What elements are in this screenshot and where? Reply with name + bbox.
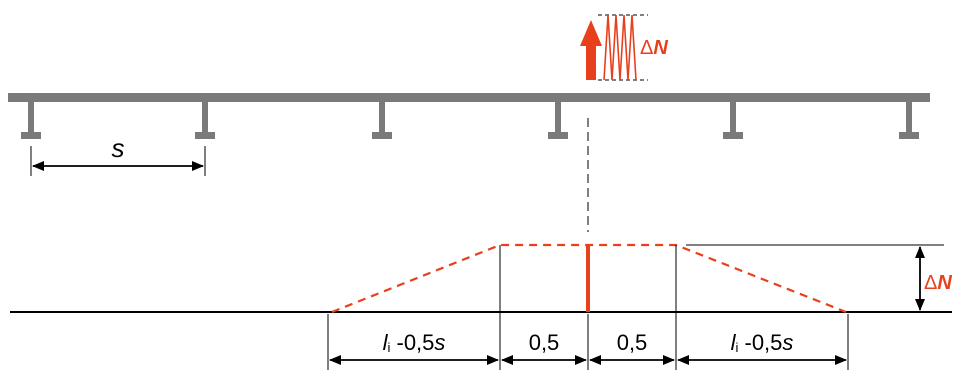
dim-label-mid-right: 0,5 — [617, 330, 648, 355]
support-5 — [723, 102, 743, 139]
oscillation-wave — [603, 14, 637, 81]
support-3 — [372, 102, 392, 139]
load-label: ΔN — [640, 37, 668, 59]
support-4 — [548, 102, 568, 139]
support-6 — [899, 102, 919, 139]
spacing-label: s — [112, 133, 125, 163]
applied-load-arrow — [580, 20, 602, 80]
dim-label-mid-left: 0,5 — [529, 330, 560, 355]
dim-label-left: li -0,5s — [383, 330, 446, 355]
support-2 — [195, 102, 215, 139]
dim-label-right: li -0,5s — [731, 330, 794, 355]
deck-beam — [8, 93, 930, 102]
height-label: ΔN — [924, 272, 952, 294]
support-1 — [21, 102, 41, 139]
